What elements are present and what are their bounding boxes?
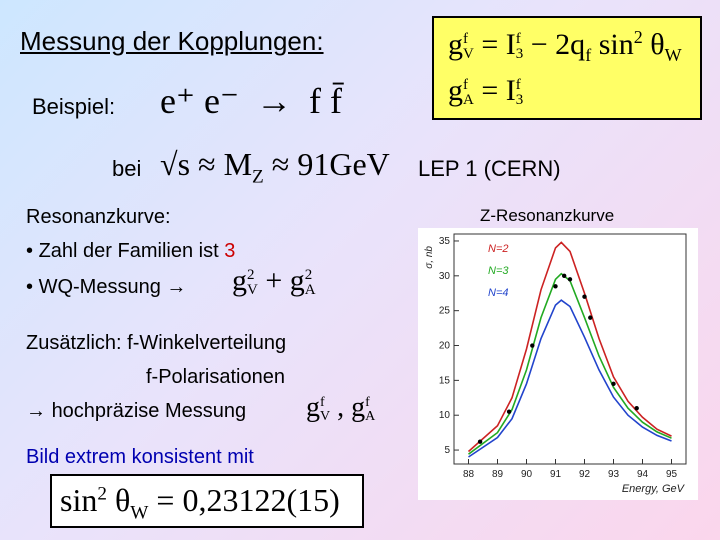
y-axis-label: σ, nb <box>424 246 435 269</box>
x-tick-label: 89 <box>492 469 504 480</box>
y-tick-label: 25 <box>439 306 451 317</box>
example-label: Beispiel: <box>32 94 116 119</box>
bullet-dot: • <box>26 240 34 262</box>
chart-title: Z-Resonanzkurve <box>480 206 615 225</box>
arrow-icon: → <box>166 276 187 298</box>
legend-entry: N=3 <box>488 265 509 277</box>
experiment-label: LEP 1 (CERN) <box>418 156 561 181</box>
x-tick-label: 94 <box>637 469 649 480</box>
family-count: 3 <box>224 240 236 262</box>
x-tick-label: 95 <box>666 469 678 480</box>
y-tick-label: 5 <box>444 445 450 456</box>
conclusion-text: Bild extrem konsistent mit <box>26 446 254 468</box>
weinberg-angle-formula: sin2 θW = 0,23122(15) <box>60 482 340 524</box>
data-point <box>562 273 567 279</box>
x-axis-label: Energy, GeV <box>622 483 686 495</box>
additional-line-3: → hochpräzise Messung <box>26 400 247 422</box>
resonance-heading: Resonanzkurve: <box>26 206 171 228</box>
data-point <box>530 343 535 348</box>
x-tick-label: 88 <box>463 469 475 480</box>
energy-prefix: bei <box>112 156 142 181</box>
resonance-chart-svg: 88 89 90 91 92 93 94 95 5 10 15 20 25 30 35 σ, nb Energy… <box>424 233 687 495</box>
arrow-icon: → <box>26 400 46 422</box>
bullet-wq: • WQ-Messung → <box>26 276 187 298</box>
data-point <box>588 315 593 320</box>
data-point <box>553 284 558 289</box>
x-tick-label: 93 <box>608 469 620 480</box>
data-point <box>611 381 616 387</box>
y-tick-label: 15 <box>439 375 451 386</box>
additional-line-1: Zusätzlich: f-Winkelverteilung <box>26 332 287 354</box>
x-tick-label: 90 <box>521 469 533 480</box>
series-line-n-3 <box>468 272 672 455</box>
series-line-n-4 <box>468 299 672 458</box>
data-point <box>567 277 573 282</box>
data-point <box>582 294 587 299</box>
bullet-families: • Zahl der Familien ist 3 <box>26 240 236 262</box>
x-tick-label: 91 <box>550 469 562 480</box>
additional-line-2: f-Polarisationen <box>146 366 285 388</box>
resonance-chart: 88 89 90 91 92 93 94 95 5 10 15 20 25 30 35 σ, nb Energy… <box>418 228 698 500</box>
data-point <box>634 406 639 411</box>
y-tick-label: 20 <box>439 341 451 352</box>
weinberg-angle-box: sin2 θW = 0,23122(15) <box>50 474 364 528</box>
data-point <box>477 439 483 444</box>
data-point <box>506 409 512 414</box>
plot-frame <box>453 233 687 465</box>
bullet-dot: • <box>26 276 34 298</box>
energy-formula: √s ≈ MZ ≈ 91GeV <box>160 146 390 188</box>
slide-title: Messung der Kopplungen: <box>20 26 324 56</box>
legend-entry: N=4 <box>488 287 509 299</box>
x-tick-label: 92 <box>579 469 591 480</box>
y-tick-label: 35 <box>439 236 451 247</box>
legend-entry: N=2 <box>488 243 509 255</box>
y-tick-label: 10 <box>439 410 451 421</box>
reaction-formula: e⁺ e⁻ → f f̄ <box>160 81 342 121</box>
y-tick-label: 30 <box>439 271 451 282</box>
series-line-n-2 <box>467 241 672 453</box>
